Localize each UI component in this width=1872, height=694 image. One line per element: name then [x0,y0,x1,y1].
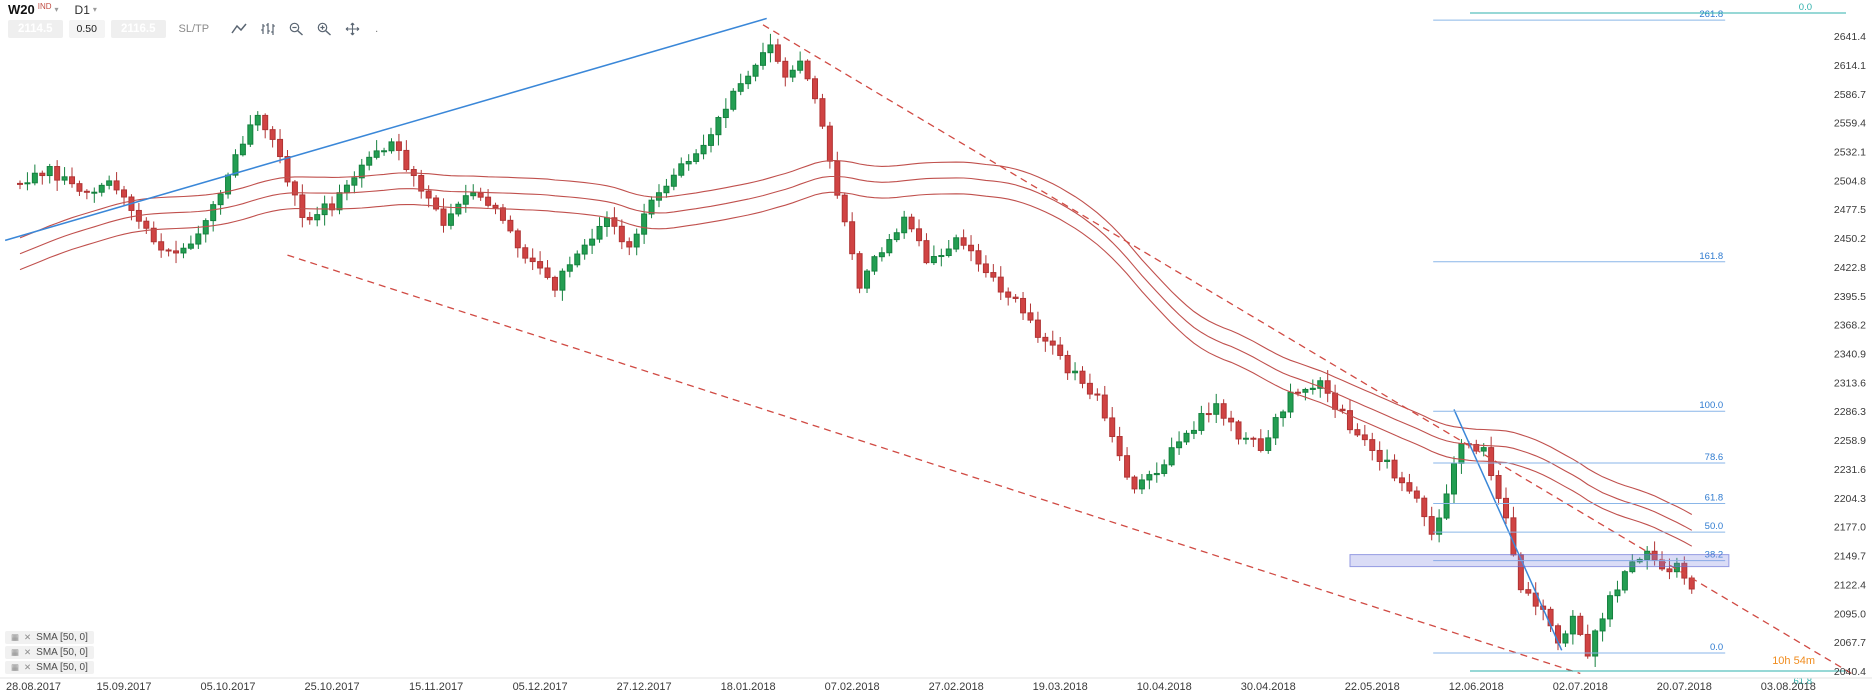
order-row: 2114.5 0.50 2116.5 SL/TP [8,20,378,38]
price-tick-label: 2204.3 [1834,493,1866,505]
descending-resistance-trendline[interactable] [762,24,1856,677]
indicator-label: SMA [50, 0] [36,662,88,673]
price-tick-label: 2477.5 [1834,204,1866,216]
ohlc-bars-icon[interactable] [260,22,276,36]
fib-level-label: 61.8 [1705,493,1724,504]
indicator-legend-item[interactable]: ▦ ✕ SMA [50, 0] [5,661,94,674]
symbol-dropdown-caret[interactable]: ▾ [54,5,59,14]
remove-indicator-icon[interactable]: ✕ [24,632,32,643]
price-tick-label: 2286.3 [1834,406,1866,418]
fib-level-label: 161.8 [1699,251,1723,262]
teal-level-label: 0.0 [1799,2,1812,13]
price-tick-label: 2040.4 [1834,666,1866,678]
date-tick-label: 02.07.2018 [1553,681,1608,693]
indicator-settings-icon[interactable]: ▦ [11,647,20,658]
descending-support-trendline[interactable] [287,254,1581,675]
indicator-settings-icon[interactable]: ▦ [11,632,20,643]
trendline-icon[interactable] [231,22,247,36]
sell-button[interactable]: 2114.5 [8,20,63,38]
price-tick-label: 2149.7 [1834,551,1866,563]
indicator-label: SMA [50, 0] [36,647,88,658]
zoom-in-icon[interactable] [317,22,332,36]
price-tick-label: 2095.0 [1834,608,1866,620]
date-tick-label: 15.11.2017 [409,681,463,693]
price-tick-label: 2450.2 [1834,233,1866,245]
buy-button[interactable]: 2116.5 [110,20,166,38]
fib-level-label: 78.6 [1705,452,1724,463]
date-tick-label: 30.04.2018 [1241,681,1296,693]
date-tick-label: 10.04.2018 [1137,681,1192,693]
indicator-settings-icon[interactable]: ▦ [11,662,20,673]
symbol-row: W20 IND ▾ D1 ▾ [8,2,378,17]
crosshair-icon[interactable] [345,22,360,36]
date-tick-label: 25.10.2017 [305,681,360,693]
date-tick-label: 27.02.2018 [929,681,984,693]
symbol-name[interactable]: W20 [8,2,35,17]
teal-levels: 0.0 61.8 [1470,2,1846,687]
indicator-label: SMA [50, 0] [36,632,88,643]
price-tick-label: 2067.7 [1834,637,1866,649]
date-tick-label: 05.12.2017 [513,681,568,693]
price-tick-label: 2559.4 [1834,118,1866,130]
date-axis: 28.08.2017 15.09.2017 05.10.2017 25.10.2017… [0,677,1872,693]
price-tick-label: 2177.0 [1834,522,1866,534]
date-tick-label: 28.08.2017 [6,681,61,693]
price-tick-label: 2532.1 [1834,146,1866,158]
remove-indicator-icon[interactable]: ✕ [24,647,32,658]
indicator-legend: ▦ ✕ SMA [50, 0] ▦ ✕ SMA [50, 0] ▦ ✕ SMA [50, 0] [5,631,94,674]
price-tick-label: 2395.5 [1834,291,1866,303]
fib-highlight-band[interactable] [1349,554,1730,568]
date-tick-label: 15.09.2017 [96,681,151,693]
fib-level-label: 261.8 [1699,9,1723,20]
price-tick-label: 2258.9 [1834,435,1866,447]
candles-layer [17,33,1695,667]
sma-lines [19,160,1693,547]
remove-indicator-icon[interactable]: ✕ [24,662,32,673]
price-tick-label: 2422.8 [1834,262,1866,274]
indicator-legend-item[interactable]: ▦ ✕ SMA [50, 0] [5,631,94,644]
fib-level-label: 100.0 [1699,400,1723,411]
fib-level-label: 0.0 [1710,642,1723,653]
date-tick-label: 05.10.2017 [201,681,256,693]
date-tick-label: 22.05.2018 [1345,681,1400,693]
price-tick-label: 2504.8 [1834,175,1866,187]
price-tick-label: 2122.4 [1834,579,1866,591]
date-tick-label: 27.12.2017 [617,681,672,693]
volume-stepper[interactable]: 0.50 [68,20,105,38]
teal-level-label: 61.8 [1794,676,1813,687]
price-tick-label: 2586.7 [1834,89,1866,101]
timeframe-dropdown-caret: ▾ [92,5,97,14]
date-tick-label: 12.06.2018 [1449,681,1504,693]
toolbar-icons: . [231,22,378,36]
price-tick-label: 2231.6 [1834,464,1866,476]
timeframe-selector[interactable]: D1 ▾ [75,3,97,17]
date-tick-label: 19.03.2018 [1033,681,1088,693]
fib-level-label: 50.0 [1705,521,1724,532]
rising-trendline[interactable] [4,17,767,242]
trendlines [4,17,1856,677]
price-tick-label: 2313.6 [1834,377,1866,389]
price-tick-label: 2614.1 [1834,60,1866,72]
chart-toolbar: W20 IND ▾ D1 ▾ 2114.5 0.50 2116.5 SL/TP [8,2,378,38]
price-tick-label: 2368.2 [1834,320,1866,332]
toolbar-dot-icon: . [375,23,379,35]
sltp-label[interactable]: SL/TP [178,23,210,35]
date-tick-label: 07.02.2018 [825,681,880,693]
date-tick-label: 03.08.2018 [1761,681,1816,693]
price-tick-label: 2340.9 [1834,349,1866,361]
fibonacci-base-line[interactable] [1453,409,1563,651]
date-tick-label: 18.01.2018 [721,681,776,693]
instrument-type-tag: IND [37,2,52,11]
indicator-legend-item[interactable]: ▦ ✕ SMA [50, 0] [5,646,94,659]
session-countdown: 10h 54m [1772,655,1815,667]
price-axis: 2641.4 2614.1 2586.7 2559.4 2532.1 2504.8 2477… [1834,31,1866,678]
date-tick-label: 20.07.2018 [1657,681,1712,693]
price-tick-label: 2641.4 [1834,31,1866,43]
zoom-out-icon[interactable] [289,22,304,36]
timeframe-label: D1 [74,2,90,17]
